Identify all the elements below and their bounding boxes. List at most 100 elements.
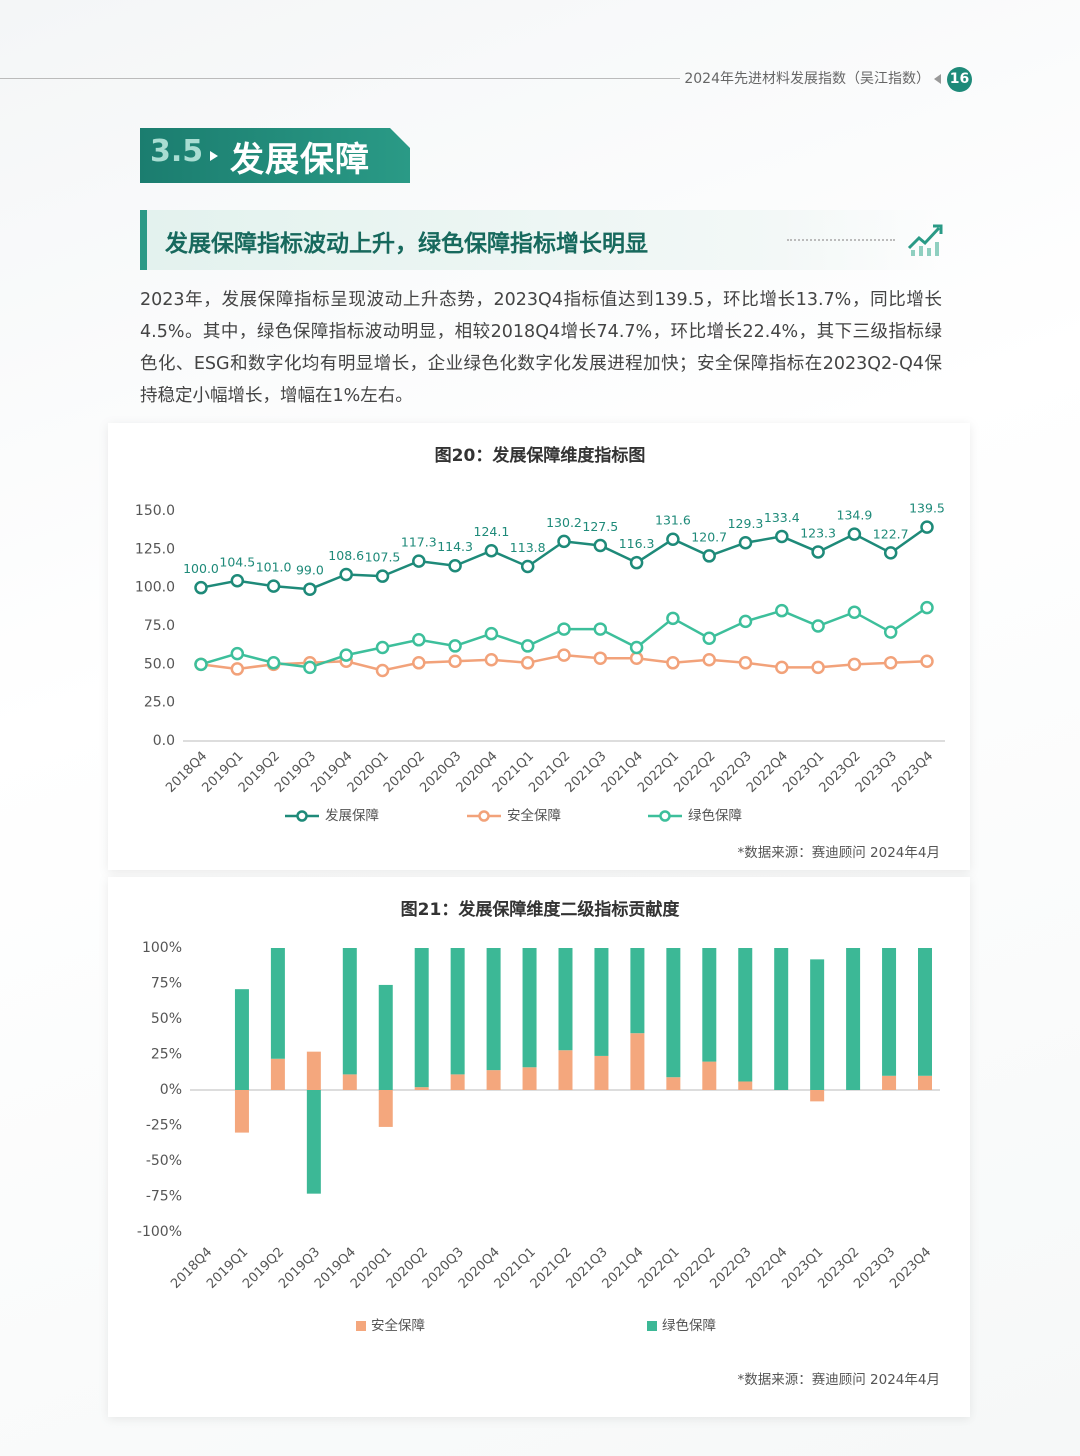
bar [630, 1033, 645, 1090]
point [883, 546, 898, 560]
bar [306, 1090, 321, 1194]
point [702, 631, 716, 646]
data-label: 114.3 [437, 539, 473, 554]
bar [342, 1074, 357, 1090]
bar [918, 948, 932, 1076]
point [484, 626, 499, 641]
point [847, 657, 862, 672]
chart-title: 图21：发展保障维度二级指标贡献度 [401, 899, 681, 920]
point [520, 559, 535, 574]
body-paragraph: 2023年，发展保障指标呈现波动上升态势，2023Q4指标值达到139.5，环比… [140, 290, 942, 406]
point [448, 639, 462, 653]
data-label: 113.8 [510, 540, 546, 555]
bar [522, 948, 537, 1068]
y-tick-label: 50.0 [144, 656, 175, 672]
point [811, 619, 825, 633]
point [847, 527, 862, 541]
point [702, 652, 716, 667]
legend-marker [478, 810, 490, 822]
y-tick-label: 75.0 [144, 618, 175, 634]
data-label: 133.4 [764, 510, 800, 525]
bar [918, 1075, 932, 1090]
bar [342, 948, 357, 1075]
point [557, 622, 571, 636]
source-note: *数据来源：赛迪顾问 2024年4月 [738, 1372, 941, 1388]
y-tick-label: 25.0 [144, 695, 175, 711]
point [375, 640, 390, 655]
point [339, 648, 353, 662]
bar [630, 948, 645, 1034]
bar [234, 989, 249, 1090]
data-label: 117.3 [401, 535, 437, 550]
point [920, 654, 934, 669]
data-label: 130.2 [546, 515, 582, 530]
point [230, 574, 245, 588]
bar [486, 948, 501, 1071]
point [412, 656, 426, 670]
point [666, 532, 680, 546]
point [375, 569, 390, 583]
legend-marker [659, 810, 671, 822]
bar [270, 1058, 285, 1090]
data-label: 108.6 [328, 548, 364, 563]
bar [450, 948, 465, 1075]
bar [306, 1051, 321, 1090]
point [775, 603, 789, 618]
bar [594, 948, 609, 1056]
data-label: 122.7 [873, 526, 909, 541]
point [303, 660, 317, 675]
legend-label: 绿色保障 [688, 807, 742, 824]
subheading-dots [787, 239, 895, 241]
point [194, 657, 208, 672]
point [883, 625, 898, 639]
y-tick-label: 125.0 [135, 541, 175, 557]
data-label: 104.5 [219, 554, 255, 569]
data-label: 107.5 [365, 550, 401, 565]
point [593, 622, 608, 636]
data-label: 123.3 [800, 525, 836, 540]
point [847, 605, 862, 619]
bar [378, 1090, 393, 1127]
bar [882, 948, 897, 1076]
legend-marker [296, 810, 308, 822]
point [775, 529, 789, 544]
legend-label: 安全保障 [507, 807, 561, 824]
y-tick-label: -75% [146, 1189, 182, 1205]
point [629, 651, 644, 665]
data-label: 134.9 [837, 508, 873, 523]
data-label: 120.7 [691, 529, 727, 544]
y-tick-label: -100% [137, 1224, 182, 1240]
point [629, 555, 644, 570]
growth-icon [907, 224, 943, 256]
bar [450, 1074, 465, 1090]
data-label: 116.3 [619, 536, 655, 551]
data-label: 129.3 [728, 516, 764, 531]
data-label: 127.5 [582, 519, 618, 534]
data-label: 99.0 [296, 563, 324, 578]
point [230, 646, 245, 661]
point [520, 639, 535, 653]
point [738, 614, 753, 629]
point [593, 538, 608, 553]
data-label: 100.0 [183, 561, 219, 576]
point [484, 652, 499, 667]
bar [882, 1075, 897, 1090]
bar [414, 948, 429, 1088]
section-number: 3.5 [150, 134, 204, 169]
header-rule [0, 78, 680, 79]
bar [774, 948, 789, 1090]
point [339, 567, 353, 582]
y-tick-label: -25% [146, 1118, 182, 1134]
legend-label: 绿色保障 [662, 1317, 716, 1334]
y-tick-label: -50% [146, 1153, 182, 1169]
point [230, 662, 245, 676]
section-arrow [210, 151, 218, 161]
y-tick-label: 100.0 [135, 580, 175, 596]
y-tick-label: 50% [151, 1011, 182, 1027]
point [883, 656, 898, 670]
data-label: 124.1 [474, 524, 510, 539]
point [194, 580, 208, 595]
bar [414, 1087, 429, 1090]
point [775, 660, 789, 675]
